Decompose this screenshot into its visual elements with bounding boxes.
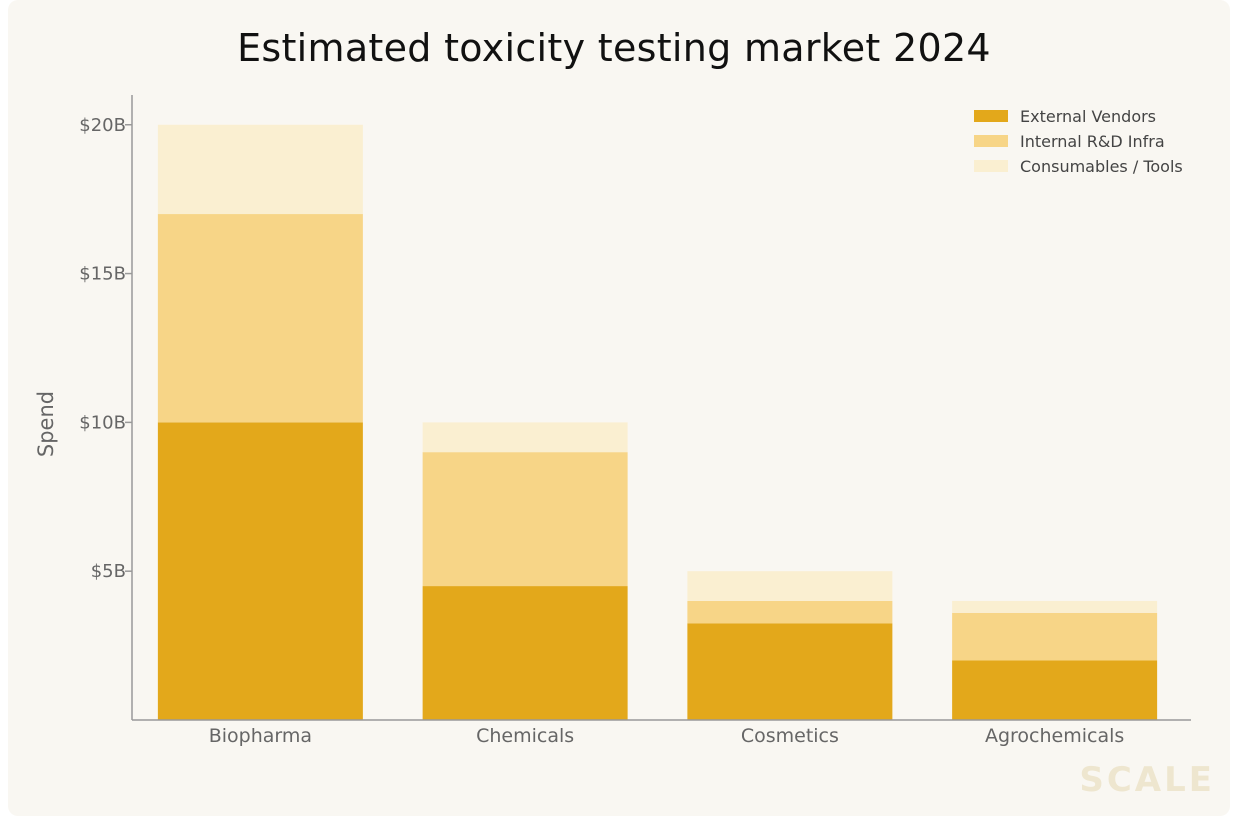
bar-chemicals-series-2 [422,422,628,453]
x-tick-label: Cosmetics [741,725,839,747]
chart-title: Estimated toxicity testing market 2024 [237,26,991,70]
legend-entry-label: External Vendors [1020,107,1156,126]
legend-swatch [974,160,1008,172]
axes-layer: Biopharma Chemicals Cosmetics Agrochemicals… [79,95,1191,747]
bar-chemicals-series-0 [422,586,628,720]
x-tick-label: Biopharma [209,725,312,747]
bar-cosmetics-series-1 [687,600,893,624]
y-tick-label: $5B [91,561,126,582]
x-tick-label: Agrochemicals [985,725,1124,747]
bar-cosmetics-series-2 [687,571,893,601]
legend-swatch [974,110,1008,122]
legend-entry-label: Internal R&D Infra [1020,132,1165,151]
bar-agrochemicals-series-0 [952,660,1158,720]
bar-biopharma-series-2 [157,124,363,215]
scale-watermark: SCALE [1079,760,1215,800]
bar-biopharma-series-0 [157,422,363,720]
legend: External Vendors Internal R&D Infra Consum… [974,107,1183,176]
bars-layer [157,124,1158,720]
bar-agrochemicals-series-2 [952,600,1158,613]
bar-cosmetics-series-0 [687,623,893,720]
y-tick-label: $20B [79,115,126,136]
bar-biopharma-series-1 [157,214,363,423]
x-tick-label: Chemicals [476,725,574,747]
bar-chemicals-series-1 [422,452,628,587]
y-tick-label: $10B [79,412,126,433]
y-axis-label: Spend [34,391,58,457]
legend-swatch [974,135,1008,147]
bar-agrochemicals-series-1 [952,612,1158,661]
legend-entry-label: Consumables / Tools [1020,157,1183,176]
y-tick-label: $15B [79,264,126,285]
